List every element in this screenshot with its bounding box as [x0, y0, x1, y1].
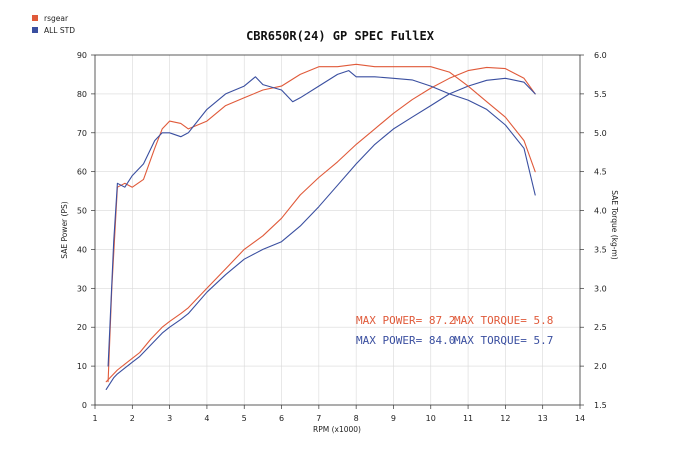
series-line-all-std-power — [105, 77, 536, 390]
x-tick-label: 7 — [316, 414, 321, 423]
max-power-rsgear: MAX POWER= 87.2 — [356, 314, 455, 327]
x-tick-label: 13 — [538, 414, 548, 423]
legend-swatch-rsgear — [32, 15, 38, 21]
y2-tick-label: 5.0 — [594, 129, 607, 138]
x-tick-label: 11 — [463, 414, 473, 423]
y-tick-label: 90 — [77, 51, 87, 60]
x-tick-label: 4 — [204, 414, 209, 423]
x-axis-title: RPM (x1000) — [313, 425, 361, 434]
y2-axis-ticks: 1.5 2.0 2.5 3.0 3.5 4.0 4.5 5.0 5.5 6.0 — [580, 51, 607, 410]
y2-tick-label: 6.0 — [594, 51, 607, 60]
y-tick-label: 30 — [77, 284, 87, 293]
series — [105, 63, 536, 390]
y2-axis-title: SAE Torque (kg-m) — [610, 190, 619, 260]
y2-tick-label: 2.5 — [594, 323, 607, 332]
x-tick-label: 2 — [130, 414, 135, 423]
y2-tick-label: 4.5 — [594, 168, 607, 177]
legend-label-all-std: ALL STD — [44, 26, 75, 35]
x-tick-label: 10 — [426, 414, 436, 423]
plot-frame — [94, 54, 581, 406]
y-tick-label: 0 — [82, 401, 87, 410]
y-tick-label: 20 — [77, 323, 87, 332]
y-tick-label: 70 — [77, 129, 87, 138]
y2-tick-label: 1.5 — [594, 401, 607, 410]
annotations: MAX POWER= 87.2 MAX TORQUE= 5.8 MAX POWE… — [356, 314, 553, 347]
legend-label-rsgear: rsgear — [44, 14, 69, 23]
x-tick-label: 12 — [500, 414, 510, 423]
x-tick-label: 1 — [92, 414, 97, 423]
legend: rsgear ALL STD — [32, 14, 75, 35]
y-tick-label: 80 — [77, 90, 87, 99]
max-power-all-std: MAX POWER= 84.0 — [356, 334, 455, 347]
x-axis-ticks: 1 2 3 4 5 6 7 8 9 10 11 12 13 14 — [92, 405, 585, 423]
grid — [95, 55, 580, 405]
y2-tick-label: 2.0 — [594, 362, 607, 371]
y2-tick-label: 4.0 — [594, 207, 607, 216]
y-tick-label: 40 — [77, 245, 87, 254]
y-axis-title: SAE Power (PS) — [60, 201, 69, 258]
x-tick-label: 14 — [575, 414, 585, 423]
x-tick-label: 6 — [279, 414, 284, 423]
y2-tick-label: 3.5 — [594, 245, 607, 254]
series-line-all-std-torque — [107, 70, 536, 367]
x-tick-label: 3 — [167, 414, 172, 423]
x-tick-label: 8 — [354, 414, 359, 423]
y-tick-label: 50 — [77, 207, 87, 216]
series-line-rsgear-power — [105, 66, 536, 383]
y2-tick-label: 5.5 — [594, 90, 607, 99]
y-axis-ticks: 0 10 20 30 40 50 60 70 80 90 — [77, 51, 95, 410]
x-tick-label: 9 — [391, 414, 396, 423]
series-line-rsgear-torque — [107, 63, 536, 383]
max-torque-rsgear: MAX TORQUE= 5.8 — [454, 314, 553, 327]
chart-title: CBR650R(24) GP SPEC FullEX — [246, 29, 435, 43]
y-tick-label: 10 — [77, 362, 87, 371]
y2-tick-label: 3.0 — [594, 284, 607, 293]
x-tick-label: 5 — [242, 414, 247, 423]
legend-swatch-all-std — [32, 27, 38, 33]
y-tick-label: 60 — [77, 168, 87, 177]
max-torque-all-std: MAX TORQUE= 5.7 — [454, 334, 553, 347]
